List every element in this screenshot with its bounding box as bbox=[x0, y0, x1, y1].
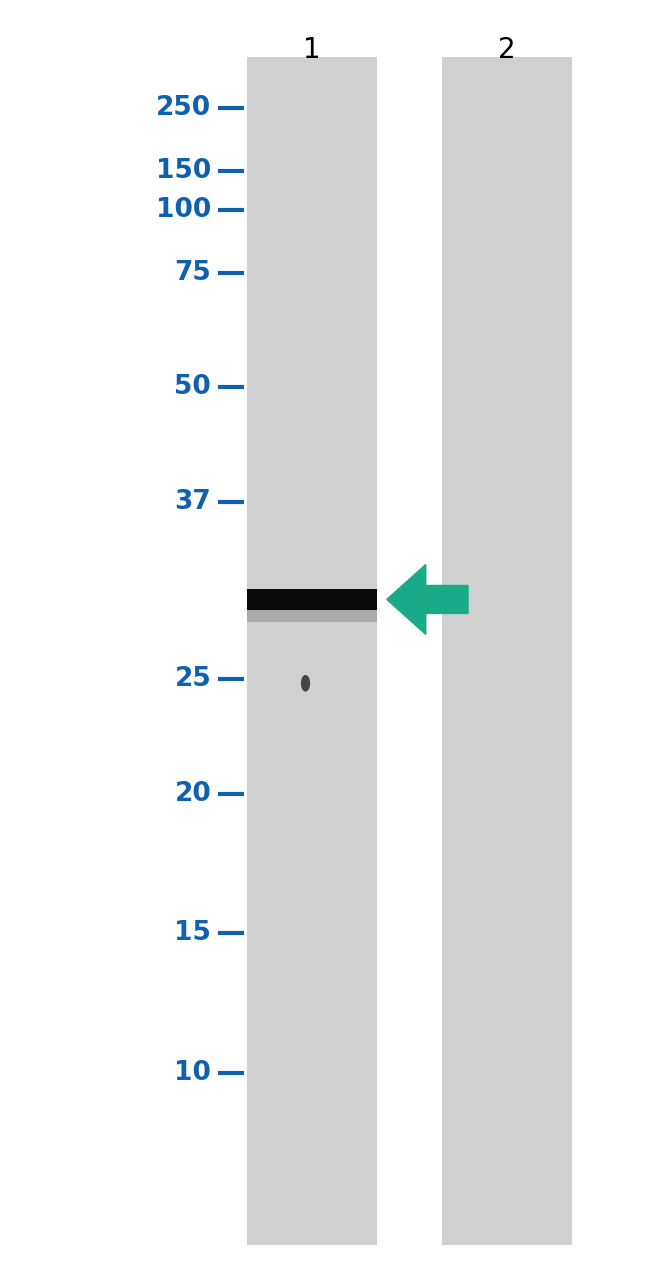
Text: 20: 20 bbox=[174, 781, 211, 806]
Text: 50: 50 bbox=[174, 375, 211, 400]
Circle shape bbox=[302, 676, 309, 691]
Text: 1: 1 bbox=[303, 36, 321, 64]
Text: 75: 75 bbox=[174, 260, 211, 286]
Bar bbox=[247, 610, 377, 622]
Text: 25: 25 bbox=[174, 667, 211, 692]
Bar bbox=[247, 57, 377, 1245]
Text: 2: 2 bbox=[498, 36, 516, 64]
Text: 15: 15 bbox=[174, 921, 211, 946]
Bar bbox=[247, 589, 377, 610]
Text: 150: 150 bbox=[156, 159, 211, 184]
Text: 37: 37 bbox=[174, 489, 211, 514]
Text: 10: 10 bbox=[174, 1060, 211, 1086]
FancyArrow shape bbox=[387, 564, 468, 634]
Text: 100: 100 bbox=[156, 197, 211, 222]
Text: 250: 250 bbox=[156, 95, 211, 121]
Bar bbox=[442, 57, 572, 1245]
